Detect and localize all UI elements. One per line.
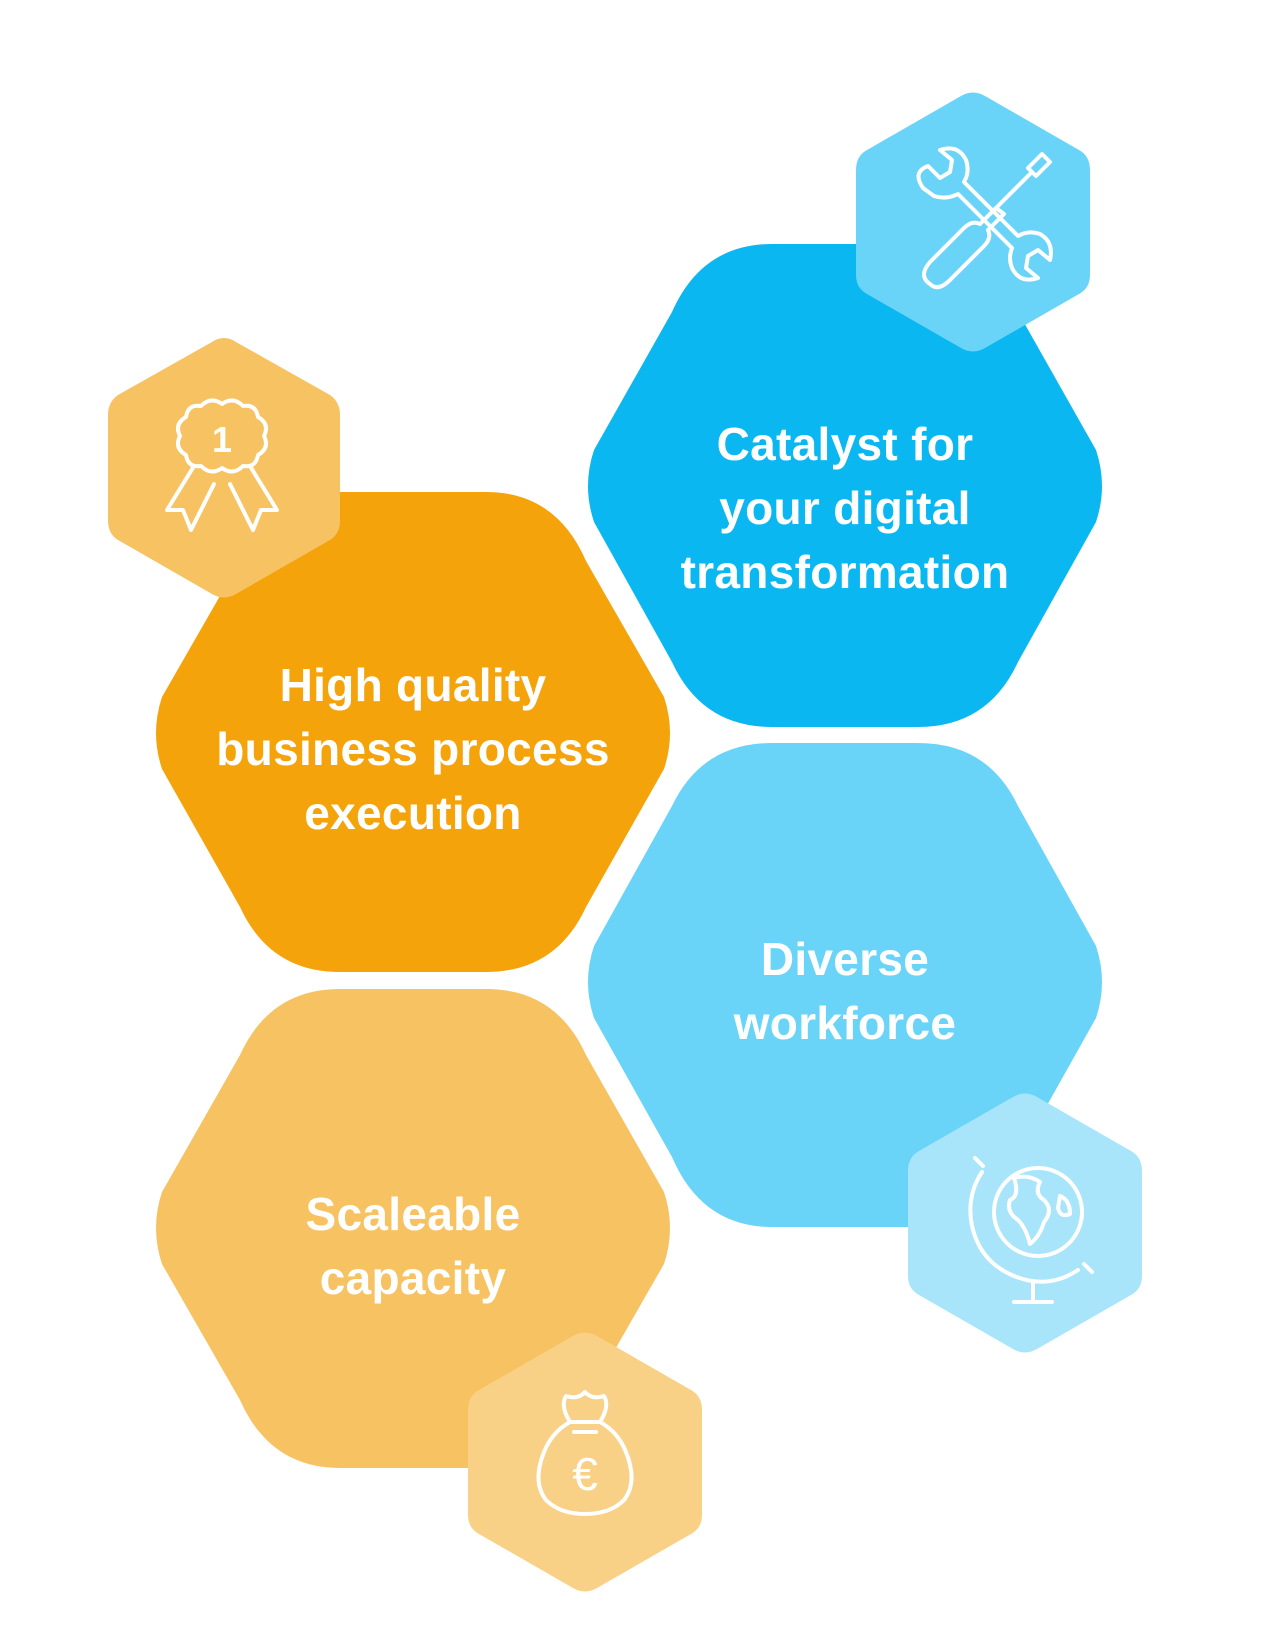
label-line: workforce [733,997,957,1049]
label-line: Diverse [760,933,930,985]
money-bag-euro-icon: € [536,1390,634,1516]
label-line: execution [304,787,522,839]
tools-icon [916,146,1053,290]
hexagon-scaleable [156,989,670,1468]
hexagon-label-scaleable: Scaleable capacity [163,1182,663,1310]
badge-hexagon-diverse [908,1093,1142,1353]
award-ribbon-icon: 1 [165,398,279,532]
euro-symbol: € [572,1448,598,1500]
award-number: 1 [212,419,232,460]
label-line: capacity [319,1252,507,1304]
label-line: Catalyst for [716,418,974,470]
hexagon-label-diverse: Diverse workforce [595,927,1095,1055]
label-line: Scaleable [305,1188,521,1240]
badge-hexagon-scaleable [468,1332,702,1592]
hexagon-catalyst [588,244,1102,727]
label-line: business process [216,723,610,775]
hexagon-label-catalyst: Catalyst for your digital transformation [595,412,1095,604]
hexagon-diverse [588,743,1102,1227]
hexagon-label-quality: High quality business process execution [163,653,663,845]
label-line: transformation [680,546,1010,598]
label-line: your digital [719,482,971,534]
globe-icon [968,1156,1094,1304]
hexagon-quality [156,492,670,972]
label-line: High quality [279,659,547,711]
